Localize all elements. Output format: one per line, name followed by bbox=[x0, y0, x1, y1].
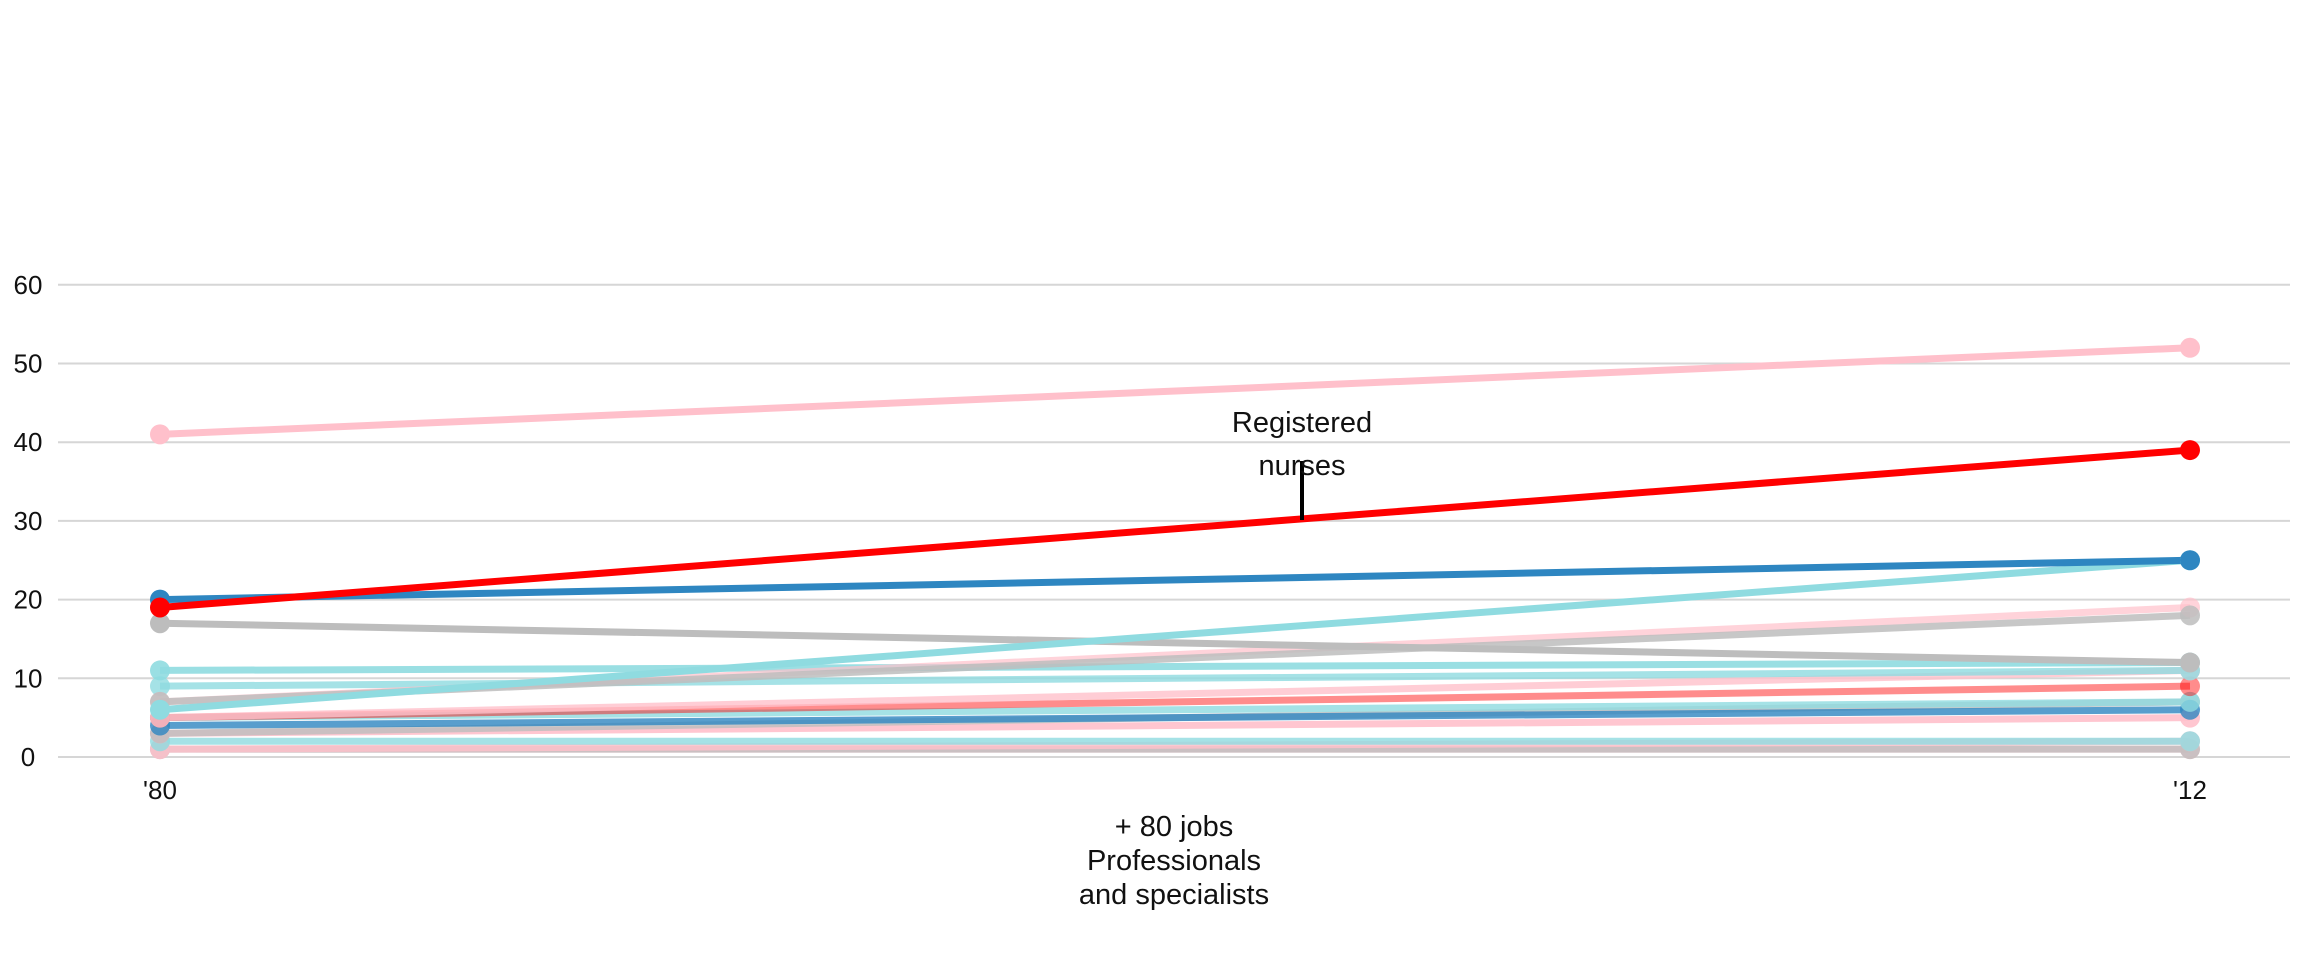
series-line bbox=[159, 446, 2191, 611]
data-point bbox=[2180, 550, 2200, 571]
data-point bbox=[2180, 605, 2200, 626]
data-point bbox=[150, 613, 170, 634]
y-tick-label: 20 bbox=[14, 585, 43, 615]
y-tick-label: 40 bbox=[14, 427, 43, 457]
series-line bbox=[159, 556, 2191, 714]
data-point bbox=[150, 676, 170, 697]
series-line bbox=[159, 619, 2191, 667]
series-line bbox=[159, 698, 2191, 722]
data-point bbox=[150, 660, 170, 681]
y-tick-label: 50 bbox=[14, 349, 43, 379]
data-point bbox=[2180, 731, 2200, 752]
series-line bbox=[159, 556, 2191, 604]
annotation-professionals: + 80 jobs Professionals and specialists bbox=[1079, 811, 1269, 911]
data-point bbox=[2180, 691, 2200, 712]
data-point bbox=[150, 699, 170, 720]
data-point bbox=[150, 597, 170, 618]
y-tick-label: 30 bbox=[14, 506, 43, 536]
series-line bbox=[159, 706, 2191, 730]
y-tick-label: 10 bbox=[14, 663, 43, 693]
y-axis-ticks: 0 10 20 30 40 50 60 bbox=[14, 270, 43, 772]
series-points bbox=[150, 337, 2200, 760]
annotation-registered-nurses: Registered nurses bbox=[1232, 407, 1372, 520]
data-point bbox=[2180, 652, 2200, 673]
series-line bbox=[159, 666, 2191, 722]
annotation-jobs: + 80 jobs bbox=[1115, 811, 1234, 843]
data-point bbox=[2180, 676, 2200, 697]
annotation-category-2: and specialists bbox=[1079, 879, 1269, 911]
y-gridlines bbox=[58, 283, 2290, 758]
x-axis-ticks: '80 '12 bbox=[143, 775, 2207, 805]
annotation-category: Professionals bbox=[1087, 845, 1261, 877]
data-point bbox=[150, 424, 170, 445]
series-line bbox=[159, 659, 2191, 674]
annotation-line-2: nurses bbox=[1258, 450, 1345, 482]
annotation-line-1: Registered bbox=[1232, 407, 1372, 439]
x-tick-start: '80 bbox=[143, 775, 177, 805]
y-tick-label: 0 bbox=[21, 742, 35, 772]
x-tick-end: '12 bbox=[2173, 775, 2207, 805]
data-point bbox=[2180, 337, 2200, 358]
series-lines bbox=[159, 344, 2191, 753]
data-point bbox=[2180, 440, 2200, 461]
series-line bbox=[159, 344, 2191, 438]
y-tick-label: 60 bbox=[14, 270, 43, 300]
